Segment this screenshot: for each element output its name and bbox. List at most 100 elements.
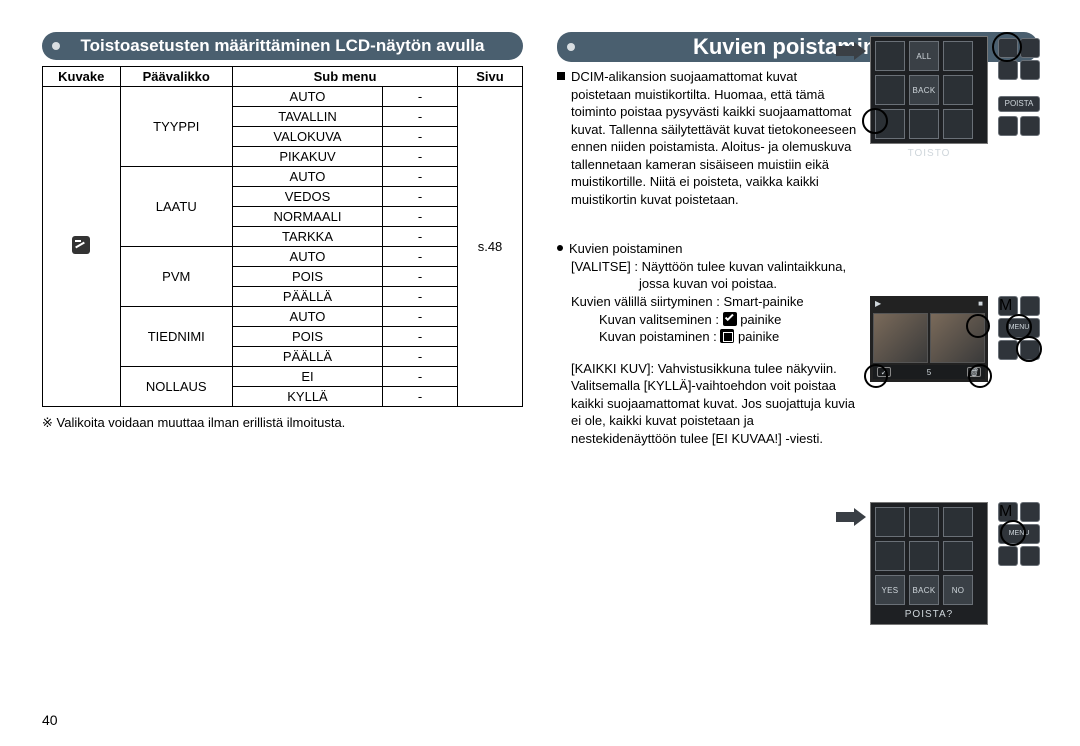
pad-btn[interactable] — [1020, 502, 1040, 522]
submenu-cell: VALOKUVA — [233, 127, 383, 147]
th-sivu: Sivu — [458, 67, 523, 87]
valitse-text1: Näyttöön tulee kuvan valintaikkuna, — [642, 259, 847, 274]
tile[interactable] — [943, 75, 973, 105]
pad-btn[interactable] — [1020, 60, 1040, 80]
shot3-bottom-label: POISTA? — [875, 609, 983, 620]
tile[interactable] — [909, 507, 939, 537]
valits-after: painike — [740, 312, 781, 327]
submenu-dash-cell: - — [383, 167, 458, 187]
trash-icon — [720, 329, 734, 343]
submenu-dash-cell: - — [383, 227, 458, 247]
pad-btn[interactable] — [998, 340, 1018, 360]
valitse-text2: jossa kuvan voi poistaa. — [639, 275, 858, 293]
pad-btn[interactable]: M — [998, 296, 1018, 316]
tile[interactable] — [943, 541, 973, 571]
submenu-dash-cell: - — [383, 387, 458, 407]
para1: DCIM-alikansion suojaamattomat kuvat poi… — [571, 68, 858, 208]
main-menu-cell: NOLLAUS — [120, 367, 233, 407]
submenu-cell: TAVALLIN — [233, 107, 383, 127]
submenu-dash-cell: - — [383, 287, 458, 307]
valits: Kuvan valitseminen : — [599, 312, 719, 327]
title-dot-right — [567, 43, 575, 51]
submenu-dash-cell: - — [383, 87, 458, 107]
submenu-dash-cell: - — [383, 147, 458, 167]
th-paavalikko: Päävalikko — [120, 67, 233, 87]
tile[interactable] — [909, 109, 939, 139]
submenu-cell: EI — [233, 367, 383, 387]
title-dot-left — [52, 42, 60, 50]
bullet-square — [557, 72, 565, 80]
ps-top-right: ■ — [978, 299, 983, 311]
pad-btn[interactable]: M — [998, 502, 1018, 522]
submenu-dash-cell: - — [383, 307, 458, 327]
submenu-dash-cell: - — [383, 107, 458, 127]
screenshot-1: ALL BACK POISTA TOISTO — [870, 36, 1042, 159]
main-menu-cell: TYYPPI — [120, 87, 233, 167]
tile[interactable] — [943, 507, 973, 537]
pad-btn[interactable] — [998, 60, 1018, 80]
arrow-icon-3 — [836, 508, 866, 526]
highlight-circle — [1000, 520, 1026, 546]
submenu-cell: PÄÄLLÄ — [233, 347, 383, 367]
submenu-cell: AUTO — [233, 87, 383, 107]
submenu-dash-cell: - — [383, 367, 458, 387]
submenu-cell: POIS — [233, 267, 383, 287]
th-kuvake: Kuvake — [43, 67, 121, 87]
tile-all[interactable]: ALL — [909, 41, 939, 71]
submenu-cell: AUTO — [233, 167, 383, 187]
screenshot-3: YES BACK NO POISTA? M MENU — [870, 502, 1042, 625]
submenu-dash-cell: - — [383, 327, 458, 347]
side-pad-3: M MENU — [996, 502, 1042, 602]
print-icon — [72, 236, 90, 254]
thumb-1[interactable] — [873, 313, 928, 363]
shot1-bottom-label: TOISTO — [870, 148, 988, 159]
tile[interactable] — [875, 75, 905, 105]
highlight-circle — [864, 364, 888, 388]
pad-btn[interactable] — [1020, 296, 1040, 316]
pad-btn[interactable] — [998, 116, 1018, 136]
submenu-cell: VEDOS — [233, 187, 383, 207]
submenu-cell: TARKKA — [233, 227, 383, 247]
kaikki-rest: Valitsemalla [KYLLÄ]-vaihtoehdon voit po… — [571, 377, 858, 447]
count: 5 — [927, 368, 931, 377]
valitse-label: [VALITSE] : — [571, 259, 638, 274]
tile[interactable] — [909, 541, 939, 571]
submenu-dash-cell: - — [383, 127, 458, 147]
tile[interactable] — [943, 109, 973, 139]
submenu-cell: KYLLÄ — [233, 387, 383, 407]
submenu-dash-cell: - — [383, 247, 458, 267]
tile[interactable] — [875, 541, 905, 571]
left-title-bar: Toistoasetusten määrittäminen LCD-näytön… — [42, 32, 523, 60]
pad-btn[interactable] — [998, 546, 1018, 566]
submenu-cell: AUTO — [233, 247, 383, 267]
pad-btn[interactable] — [1020, 116, 1040, 136]
submenu-cell: NORMAALI — [233, 207, 383, 227]
page-number: 40 — [42, 712, 58, 728]
submenu-cell: AUTO — [233, 307, 383, 327]
submenu-dash-cell: - — [383, 187, 458, 207]
submenu-dash-cell: - — [383, 347, 458, 367]
highlight-circle — [968, 364, 992, 388]
poist: Kuvan poistaminen : — [599, 329, 717, 344]
tile[interactable] — [875, 507, 905, 537]
submenu-cell: POIS — [233, 327, 383, 347]
bullet-dot — [557, 245, 563, 251]
sec2-head: Kuvien poistaminen — [569, 240, 682, 258]
pad-btn[interactable] — [1020, 38, 1040, 58]
submenu-dash-cell: - — [383, 207, 458, 227]
submenu-cell: PÄÄLLÄ — [233, 287, 383, 307]
page-ref-cell: s.48 — [458, 87, 523, 407]
poista-button[interactable]: POISTA — [998, 96, 1040, 112]
tile-back[interactable]: BACK — [909, 75, 939, 105]
screenshot-2: ▶ ■ ✓ 5 🗑 M — [870, 296, 1042, 382]
tile[interactable] — [875, 41, 905, 71]
yes-tile[interactable]: YES — [875, 575, 905, 605]
main-menu-cell: LAATU — [120, 167, 233, 247]
pad-btn[interactable] — [1020, 546, 1040, 566]
submenu-dash-cell: - — [383, 267, 458, 287]
no-tile[interactable]: NO — [943, 575, 973, 605]
highlight-circle — [862, 108, 888, 134]
tile[interactable] — [943, 41, 973, 71]
arrow-icon-1 — [836, 42, 866, 60]
back-tile[interactable]: BACK — [909, 575, 939, 605]
